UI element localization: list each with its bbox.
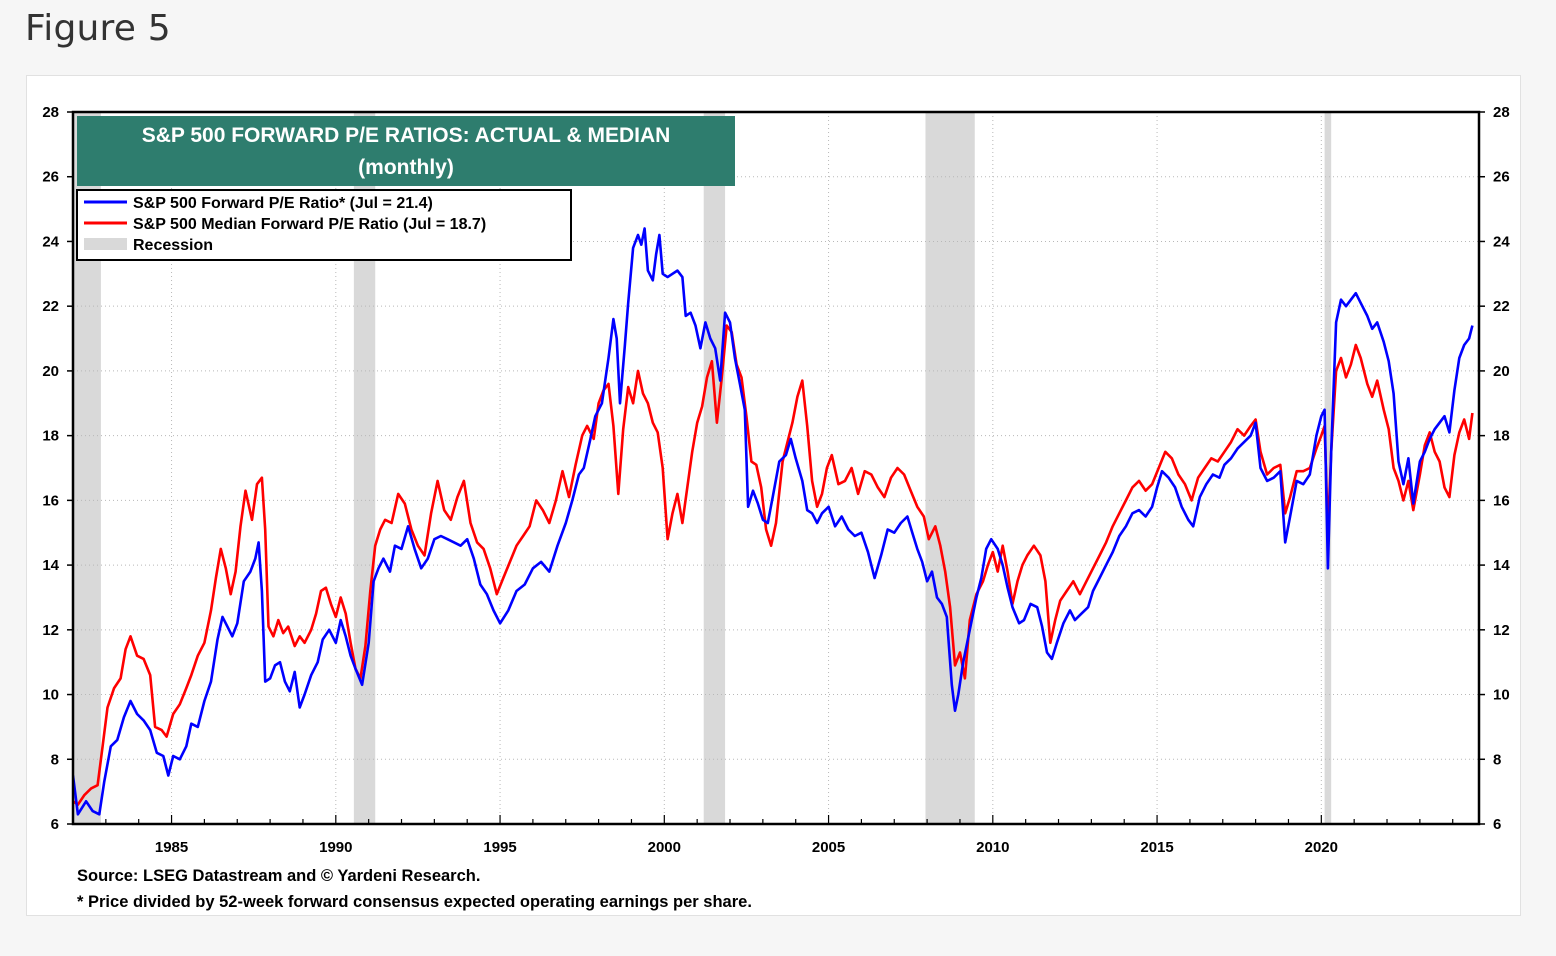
- y-tick-label-left: 16: [42, 492, 59, 509]
- chart-title-box: [77, 116, 735, 186]
- recession-band: [703, 112, 726, 824]
- x-tick-label: 2000: [648, 839, 681, 856]
- chart-card: 6 6 8 8 10 10 12 12 14 14 16 16 18 18 20 20 22 22 24 24 26 26…: [26, 75, 1521, 916]
- y-tick-label-left: 24: [42, 233, 59, 250]
- x-tick-label: 1990: [319, 839, 352, 856]
- chart-subtitle: (monthly): [358, 156, 454, 179]
- y-tick-label-left: 6: [51, 816, 59, 833]
- x-tick-label: 2020: [1305, 839, 1338, 856]
- y-tick-label-left: 10: [42, 687, 59, 704]
- y-tick-label-right: 14: [1493, 557, 1510, 574]
- x-tick-label: 2010: [976, 839, 1009, 856]
- y-tick-label-right: 10: [1493, 687, 1510, 704]
- recession-band: [353, 112, 376, 824]
- y-tick-label-left: 18: [42, 428, 59, 445]
- y-tick-label-right: 8: [1493, 751, 1501, 768]
- y-tick-label-right: 16: [1493, 492, 1510, 509]
- legend-label-recession: Recession: [133, 237, 213, 254]
- y-tick-label-right: 20: [1493, 363, 1510, 380]
- x-tick-label: 2005: [812, 839, 845, 856]
- series-line-median: [73, 324, 1474, 806]
- y-tick-label-left: 22: [42, 298, 59, 315]
- y-tick-label-right: 6: [1493, 816, 1501, 833]
- legend-box: [76, 189, 572, 261]
- legend: S&P 500 Forward P/E Ratio* (Jul = 21.4) …: [76, 189, 572, 261]
- y-tick-label-left: 8: [51, 751, 59, 768]
- series-line-actual: [73, 227, 1474, 816]
- plot-frame: [71, 110, 1481, 826]
- recession-band: [1324, 112, 1332, 824]
- y-tick-label-left: 20: [42, 363, 59, 380]
- y-tick-label-left: 26: [42, 169, 59, 186]
- y-tick-label-right: 22: [1493, 298, 1510, 315]
- figure-title: Figure 5: [25, 8, 171, 49]
- chart-title: S&P 500 FORWARD P/E RATIOS: ACTUAL & MED…: [142, 124, 671, 147]
- x-tick-label: 1995: [483, 839, 516, 856]
- x-tick-label: 1985: [155, 839, 188, 856]
- footnote: * Price divided by 52-week forward conse…: [77, 893, 752, 911]
- y-tick-label-right: 26: [1493, 169, 1510, 186]
- y-tick-label-right: 28: [1493, 104, 1510, 121]
- y-tick-label-right: 12: [1493, 622, 1510, 639]
- y-tick-label-right: 24: [1493, 233, 1510, 250]
- y-tick-label-left: 12: [42, 622, 59, 639]
- legend-swatch-recession: [84, 238, 127, 250]
- legend-label-median: S&P 500 Median Forward P/E Ratio (Jul = …: [133, 216, 486, 233]
- recession-band: [925, 112, 975, 824]
- x-tick-label: 2015: [1140, 839, 1173, 856]
- y-tick-label-left: 28: [42, 104, 59, 121]
- legend-label-actual: S&P 500 Forward P/E Ratio* (Jul = 21.4): [133, 195, 433, 212]
- source-note: Source: LSEG Datastream and © Yardeni Re…: [77, 867, 480, 885]
- y-tick-label-right: 18: [1493, 428, 1510, 445]
- y-tick-label-left: 14: [42, 557, 59, 574]
